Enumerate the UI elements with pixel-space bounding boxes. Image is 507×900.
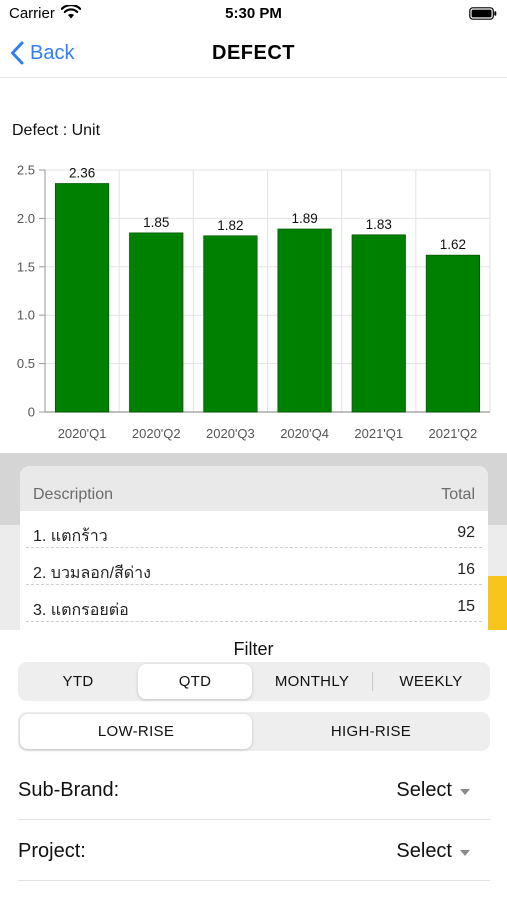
status-time: 5:30 PM: [225, 5, 282, 22]
project-dropdown[interactable]: Select: [396, 840, 470, 863]
filter-panel: Filter YTD QTD MONTHLY WEEKLY LOW-RISE H…: [0, 630, 507, 900]
bar-2021'Q1: [351, 234, 406, 413]
carrier-label: Carrier: [9, 5, 55, 22]
project-label: Project:: [18, 840, 86, 862]
row-total: 16: [457, 561, 475, 578]
chevron-left-icon: [11, 41, 24, 65]
x-tick-label: 2020'Q1: [58, 426, 107, 441]
bar-2021'Q2: [425, 254, 481, 413]
caret-down-icon: [460, 849, 470, 856]
chart-grid: [44, 169, 491, 412]
segment-low-rise[interactable]: LOW-RISE: [20, 714, 252, 749]
sub-brand-value: Select: [396, 779, 452, 801]
segment-weekly[interactable]: WEEKLY: [399, 673, 463, 690]
row-description: 1. แตกร้าว: [33, 528, 108, 545]
page-title: DEFECT: [212, 42, 295, 64]
row-total: 92: [457, 524, 475, 541]
table-row[interactable]: 2. บวมลอก/สีด่าง 16: [26, 548, 482, 585]
y-tick-label: 0.5: [17, 356, 35, 371]
data-label: 1.85: [143, 215, 169, 230]
column-header-description: Description: [33, 486, 114, 503]
segment-qtd[interactable]: QTD: [138, 664, 252, 699]
wifi-icon: [61, 5, 81, 19]
x-tick-label: 2021'Q1: [354, 426, 403, 441]
row-description: 2. บวมลอก/สีด่าง: [33, 565, 151, 582]
table-row[interactable]: 1. แตกร้าว 92: [26, 511, 482, 548]
x-tick-label: 2021'Q2: [429, 426, 478, 441]
chart-title: Defect : Unit: [12, 122, 101, 139]
x-tick-label: 2020'Q4: [280, 426, 329, 441]
chart-axes: [39, 169, 490, 413]
battery-icon: [469, 7, 497, 20]
building-type-segmented-control: LOW-RISE HIGH-RISE: [18, 712, 490, 751]
caret-down-icon: [460, 788, 470, 795]
defect-bar-chart: 0 0.5 1.0 1.5 2.0 2.5 2.36 2020'Q1 1.85 2020'Q2 1.…: [17, 163, 491, 442]
bar-2020'Q4: [277, 228, 332, 413]
sub-brand-row: Sub-Brand: Select: [18, 759, 490, 820]
period-segmented-control: YTD QTD MONTHLY WEEKLY: [18, 662, 490, 701]
navigation-bar: Back DEFECT: [0, 30, 507, 78]
data-label: 1.89: [291, 211, 317, 226]
chart-labels: 0 0.5 1.0 1.5 2.0 2.5 2.36 2020'Q1 1.85 2020'Q2 1.…: [17, 163, 477, 442]
project-row: Project: Select: [18, 820, 490, 881]
bar-2020'Q1: [54, 183, 110, 413]
back-button[interactable]: Back: [10, 36, 74, 70]
chart-bars: [54, 183, 481, 413]
data-label: 1.82: [217, 218, 243, 233]
yellow-side-tab: [485, 576, 507, 630]
data-label: 2.36: [69, 166, 95, 181]
back-label: Back: [30, 41, 75, 64]
sub-brand-dropdown[interactable]: Select: [396, 779, 470, 802]
status-bar: Carrier 5:30 PM: [0, 0, 507, 30]
segment-divider: [372, 672, 373, 691]
data-label: 1.62: [440, 237, 466, 252]
segment-high-rise[interactable]: HIGH-RISE: [330, 723, 412, 740]
filter-title: Filter: [233, 639, 274, 659]
segment-ytd[interactable]: YTD: [62, 673, 94, 690]
table-row[interactable]: 3. แตกรอยต่อ 15: [26, 585, 482, 622]
y-tick-label: 0: [28, 405, 35, 420]
x-tick-label: 2020'Q2: [132, 426, 181, 441]
row-total: 15: [457, 598, 475, 615]
y-tick-label: 1.0: [17, 308, 35, 323]
table-header: Description Total: [20, 466, 488, 511]
project-value: Select: [396, 840, 452, 862]
y-tick-label: 1.5: [17, 259, 35, 274]
x-tick-label: 2020'Q3: [206, 426, 255, 441]
data-label: 1.83: [366, 217, 392, 232]
bar-2020'Q2: [129, 232, 184, 413]
segment-monthly[interactable]: MONTHLY: [274, 673, 350, 690]
column-header-total: Total: [441, 486, 475, 503]
bar-2020'Q3: [203, 235, 258, 413]
sub-brand-label: Sub-Brand:: [18, 779, 120, 801]
row-description: 3. แตกรอยต่อ: [33, 602, 129, 619]
defect-table: Description Total 1. แตกร้าว 92 2. บวมลอ…: [20, 466, 488, 636]
y-tick-label: 2.5: [17, 163, 35, 178]
y-tick-label: 2.0: [17, 211, 35, 226]
